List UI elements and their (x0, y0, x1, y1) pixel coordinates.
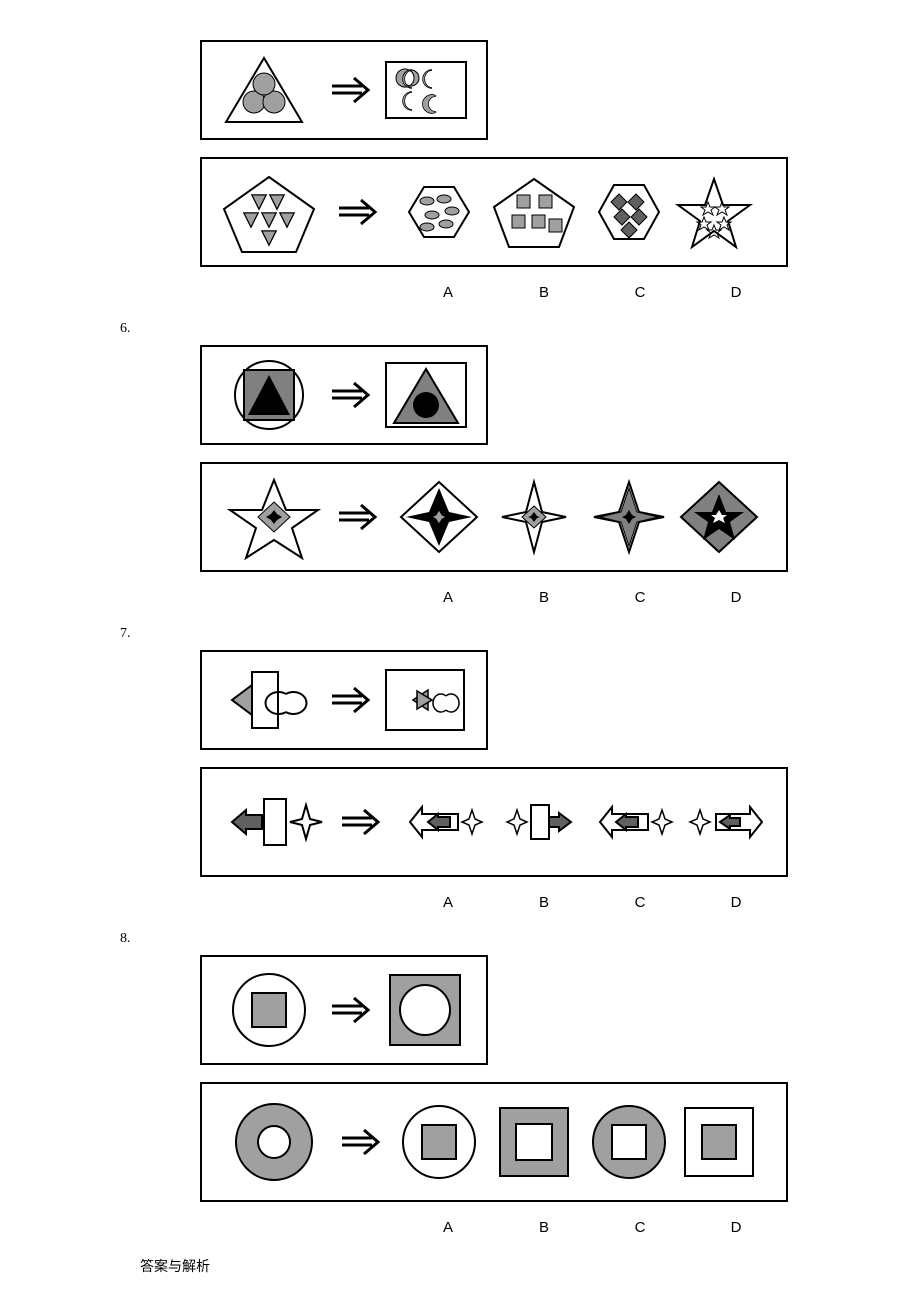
q6-number: 6. (120, 321, 860, 337)
answers-heading: 答案与解析 (140, 1256, 860, 1276)
q5-example-panel (200, 40, 488, 140)
q7-labels: A B C D (200, 894, 784, 911)
q5-example-svg (214, 50, 474, 130)
q8-labels: A B C D (200, 1219, 784, 1236)
label-c: C (592, 284, 688, 301)
q6-example-panel (200, 345, 488, 445)
q8-example-panel (200, 955, 488, 1065)
label-a: A (400, 284, 496, 301)
q7-example-panel (200, 650, 488, 750)
q6-example-svg (214, 355, 474, 435)
q5-labels: A B C D (200, 284, 784, 301)
q5-choices-svg (214, 167, 774, 257)
q7-example-svg (214, 660, 474, 740)
q8-number: 8. (120, 931, 860, 947)
label-b: B (496, 284, 592, 301)
q5-choices-panel (200, 157, 788, 267)
q8-choices-panel (200, 1082, 788, 1202)
q6-choices-svg (214, 472, 774, 562)
q6-labels: A B C D (200, 589, 784, 606)
q8-example-svg (214, 965, 474, 1055)
label-d: D (688, 284, 784, 301)
q7-choices-panel (200, 767, 788, 877)
q7-number: 7. (120, 626, 860, 642)
q7-choices-svg (214, 777, 774, 867)
q8-choices-svg (214, 1092, 774, 1192)
q6-choices-panel (200, 462, 788, 572)
